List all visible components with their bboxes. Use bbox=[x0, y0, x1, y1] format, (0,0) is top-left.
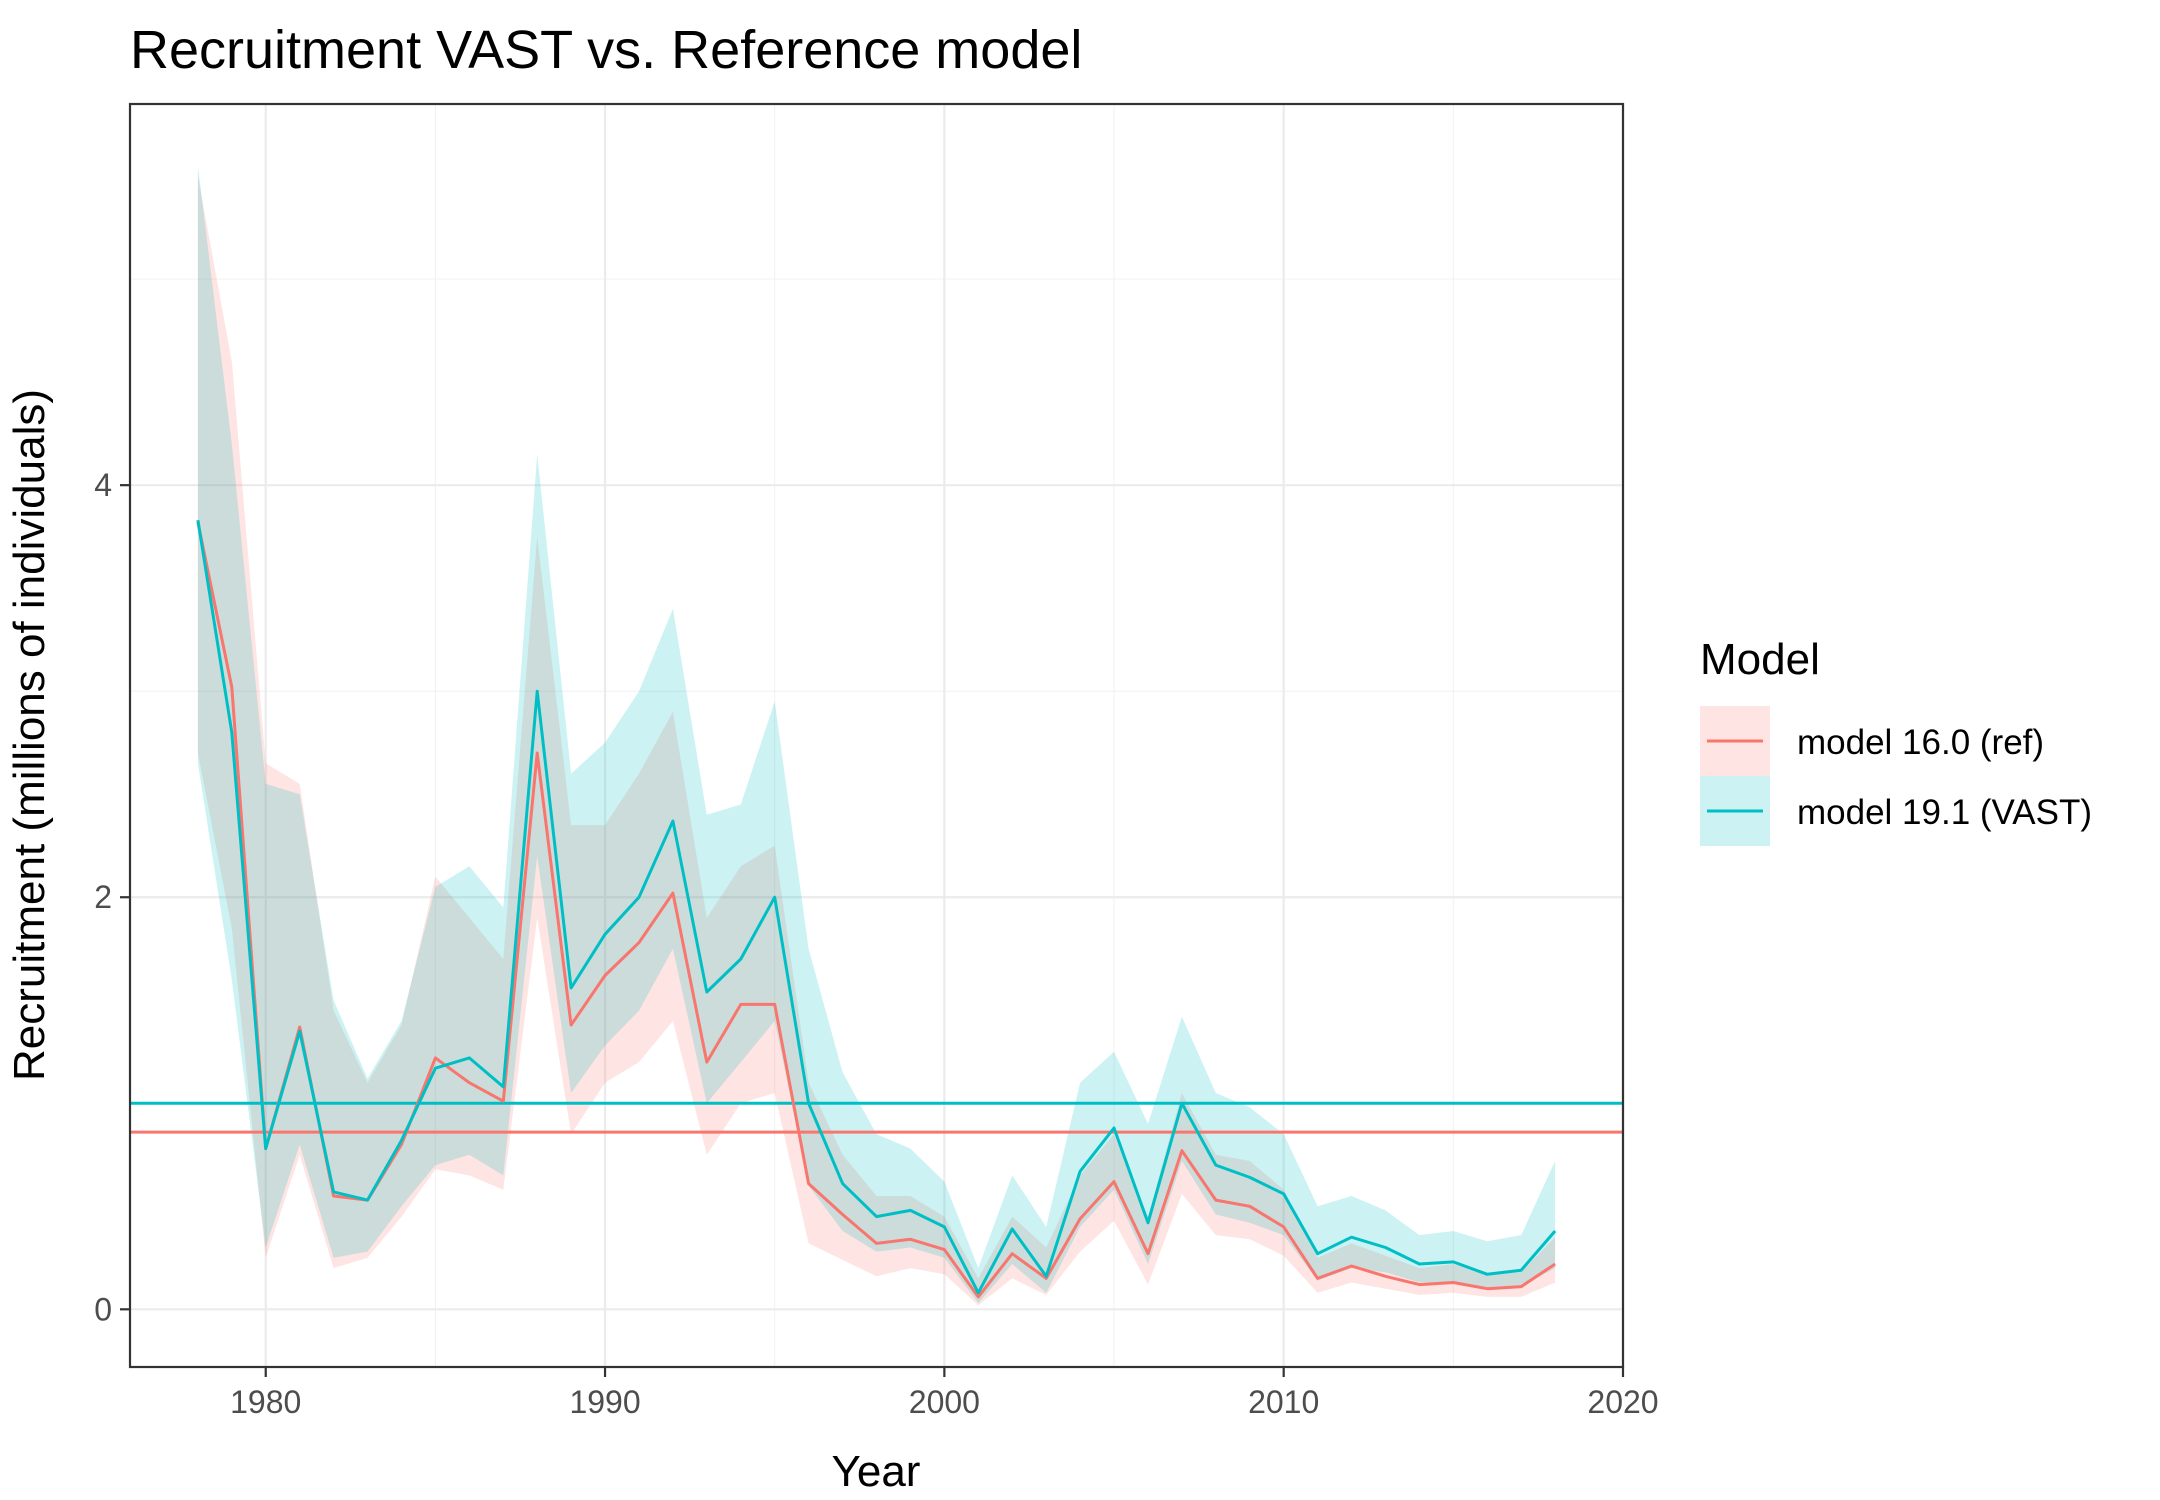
x-tick-label: 1990 bbox=[569, 1384, 640, 1420]
legend-entry-vast: model 19.1 (VAST) bbox=[1700, 776, 2092, 846]
x-tick-label: 2010 bbox=[1248, 1384, 1319, 1420]
legend-title: Model bbox=[1700, 635, 1820, 684]
grid-minor-lines bbox=[130, 104, 1623, 1367]
series-line-0 bbox=[196, 521, 1556, 1299]
grid-major-lines bbox=[130, 104, 1625, 1367]
x-tick-label: 1980 bbox=[230, 1384, 301, 1420]
x-axis-title: Year bbox=[832, 1447, 921, 1496]
panel-background bbox=[130, 104, 1623, 1367]
x-axis: 1980 1990 2000 2010 2020 bbox=[230, 1367, 1659, 1420]
legend-label-vast: model 19.1 (VAST) bbox=[1797, 793, 2092, 832]
plot-panel bbox=[128, 102, 1625, 1369]
mean-lines bbox=[130, 1101, 1623, 1134]
legend-entry-ref: model 16.0 (ref) bbox=[1700, 706, 2044, 776]
y-axis: 0 2 4 bbox=[94, 467, 130, 1327]
chart-title: Recruitment VAST vs. Reference model bbox=[130, 20, 1082, 80]
series-lines bbox=[196, 519, 1557, 1299]
y-tick-label: 2 bbox=[94, 879, 112, 915]
x-tick-label: 2020 bbox=[1587, 1384, 1658, 1420]
y-tick-label: 0 bbox=[94, 1291, 112, 1327]
legend: Model model 16.0 (ref) model 19.1 (VAST) bbox=[1700, 635, 2092, 846]
panel-border bbox=[128, 102, 1625, 1369]
x-tick-label: 2000 bbox=[909, 1384, 980, 1420]
y-axis-title: Recruitment (millions of individuals) bbox=[5, 389, 54, 1081]
legend-label-ref: model 16.0 (ref) bbox=[1797, 723, 2044, 762]
series-line-1 bbox=[196, 519, 1557, 1295]
y-tick-label: 4 bbox=[94, 467, 112, 503]
